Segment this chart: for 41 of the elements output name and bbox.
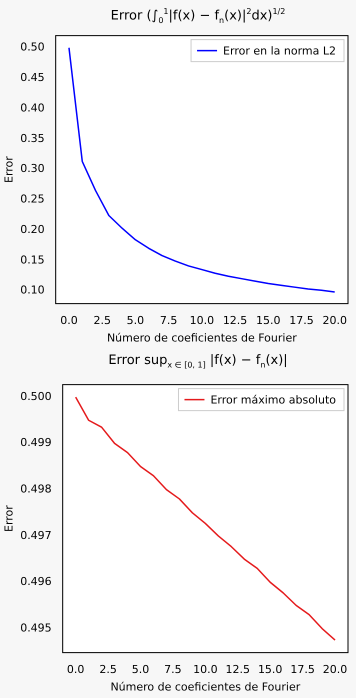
y-axis-title: Error bbox=[2, 156, 16, 184]
x-tick-label: 20.0 bbox=[322, 663, 348, 676]
y-tick-label: 0.498 bbox=[20, 482, 52, 496]
x-tick-label: 2.5 bbox=[99, 663, 117, 676]
y-tick-label: 0.15 bbox=[20, 253, 45, 266]
x-tick-label: 12.5 bbox=[222, 314, 248, 328]
y-tick-label: 0.20 bbox=[20, 222, 45, 236]
y-tick-label: 0.50 bbox=[20, 40, 45, 54]
y-tick-label: 0.45 bbox=[20, 71, 45, 84]
x-tick-label: 10.0 bbox=[193, 663, 218, 676]
y-axis-title: Error bbox=[2, 504, 16, 532]
legend-label: Error máximo absoluto bbox=[210, 393, 336, 406]
x-tick-label: 7.5 bbox=[164, 663, 182, 676]
y-tick-label: 0.35 bbox=[20, 132, 45, 145]
x-axis-title: Número de coeficientes de Fourier bbox=[110, 680, 301, 694]
x-tick-label: 7.5 bbox=[160, 314, 178, 328]
x-tick-label: 5.0 bbox=[126, 314, 144, 328]
chart-title: Error sup$_{x ∈ [0, 1]}$ |f(x) − f$_{n}$(x)| bbox=[107, 353, 289, 372]
x-tick-label: 15.0 bbox=[258, 663, 282, 676]
x-tick-label: 17.5 bbox=[289, 314, 314, 328]
x-tick-label: 0.0 bbox=[66, 663, 84, 676]
y-tick-label: 0.25 bbox=[20, 192, 45, 206]
chart-title: Error (∫$_{0}$$^{1}$|f(x) − f$_{n}$(x)|$^{2}$dx)$^{1/2}$ bbox=[110, 7, 286, 25]
legend-label: Error en la norma L2 bbox=[223, 44, 336, 58]
y-tick-label: 0.10 bbox=[20, 284, 45, 297]
x-tick-label: 12.5 bbox=[226, 663, 250, 676]
y-tick-label: 0.495 bbox=[20, 621, 52, 634]
y-tick-label: 0.496 bbox=[20, 575, 52, 588]
y-tick-label: 0.500 bbox=[20, 390, 52, 403]
x-tick-label: 15.0 bbox=[256, 314, 281, 328]
x-tick-label: 2.5 bbox=[93, 314, 111, 328]
x-tick-label: 0.0 bbox=[60, 314, 78, 328]
y-tick-label: 0.40 bbox=[20, 101, 45, 114]
y-tick-label: 0.497 bbox=[20, 528, 52, 542]
x-tick-label: 17.5 bbox=[290, 663, 315, 676]
x-tick-label: 20.0 bbox=[322, 314, 347, 328]
y-tick-label: 0.30 bbox=[20, 162, 45, 176]
x-tick-label: 5.0 bbox=[132, 663, 150, 676]
y-tick-label: 0.499 bbox=[20, 436, 52, 450]
x-tick-label: 10.0 bbox=[190, 314, 214, 328]
x-axis-title: Número de coeficientes de Fourier bbox=[106, 331, 298, 344]
